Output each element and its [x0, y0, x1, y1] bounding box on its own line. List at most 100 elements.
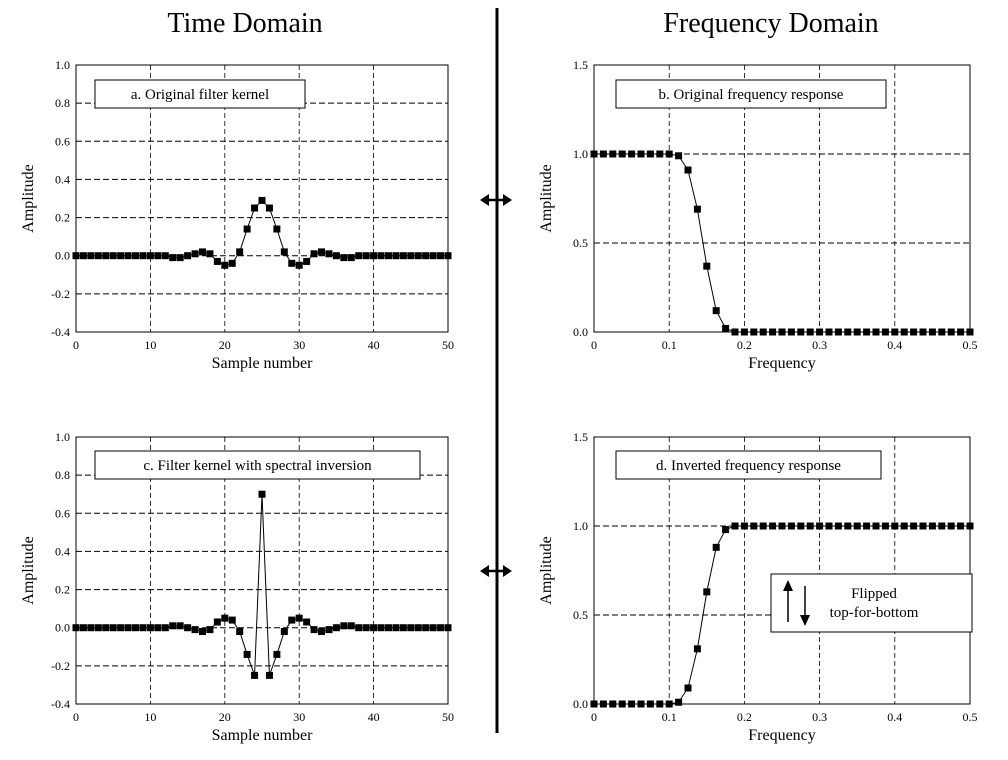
x-tick-label: 40	[368, 338, 380, 352]
data-point	[656, 700, 664, 708]
chart-d: 0 0.1 0.2 0.3 0.4 0.5 0.0 0.5 1.0 1.5 Frequency Amp…	[538, 430, 978, 744]
double-arrow-icon-bottom	[480, 565, 512, 577]
data-point	[139, 624, 147, 632]
chart-title-box	[615, 79, 887, 109]
data-point	[332, 624, 340, 632]
data-point	[399, 252, 407, 260]
data-point	[362, 252, 370, 260]
data-point	[759, 522, 767, 530]
data-point	[618, 700, 626, 708]
data-point	[377, 624, 385, 632]
y-tick-label: 1.0	[573, 519, 588, 533]
plot-frame	[75, 64, 449, 333]
data-point	[124, 624, 132, 632]
data-point	[928, 328, 936, 336]
data-point	[318, 628, 326, 636]
data-point	[966, 328, 974, 336]
data-point	[295, 261, 303, 269]
data-point	[806, 328, 814, 336]
data-point	[844, 328, 852, 336]
data-point	[665, 700, 673, 708]
data-point	[72, 252, 80, 260]
data-point	[154, 624, 162, 632]
data-point	[646, 150, 654, 158]
data-point	[273, 225, 281, 233]
data-point	[161, 252, 169, 260]
data-point	[243, 225, 251, 233]
data-point	[787, 328, 795, 336]
data-point	[722, 324, 730, 332]
x-tick-label: 0.2	[737, 710, 752, 724]
y-tick-label: 0.0	[55, 621, 70, 635]
data-point	[919, 328, 927, 336]
data-point	[675, 698, 683, 706]
y-tick-label: -0.2	[51, 659, 70, 673]
x-tick-label: 30	[293, 338, 305, 352]
data-point	[900, 328, 908, 336]
data-point	[414, 252, 422, 260]
data-point	[191, 626, 199, 634]
data-point	[258, 196, 266, 204]
frequency-domain-heading: Frequency Domain	[663, 8, 878, 39]
data-point	[684, 684, 692, 692]
data-point	[618, 150, 626, 158]
data-point	[881, 522, 889, 530]
data-point	[295, 614, 303, 622]
data-point	[228, 616, 236, 624]
data-point	[310, 250, 318, 258]
data-point	[325, 626, 333, 634]
data-point	[881, 328, 889, 336]
data-point	[429, 252, 437, 260]
data-point	[590, 150, 598, 158]
data-point	[132, 252, 140, 260]
chart-c: 0 10 20 30 40 50 -0.4 -0.2 0.0 0.2 0.4 0.6 0.8 1.0 Sam…	[20, 430, 454, 744]
y-tick-label: 0.2	[55, 211, 70, 225]
y-tick-label: 0.5	[573, 608, 588, 622]
data-point	[87, 624, 95, 632]
data-point	[303, 618, 311, 626]
y-axis-label: Amplitude	[20, 536, 37, 604]
data-point	[392, 624, 400, 632]
data-point	[834, 328, 842, 336]
data-point	[816, 328, 824, 336]
data-point	[778, 328, 786, 336]
data-point	[370, 252, 378, 260]
data-point	[184, 252, 192, 260]
data-point	[437, 252, 445, 260]
x-tick-label: 0	[73, 338, 79, 352]
data-point	[265, 671, 273, 679]
data-point	[891, 522, 899, 530]
time-domain-heading: Time Domain	[167, 8, 322, 39]
data-point	[191, 250, 199, 258]
data-point	[703, 588, 711, 596]
data-point	[94, 624, 102, 632]
data-point	[213, 618, 221, 626]
y-tick-label: -0.4	[51, 697, 70, 711]
data-point	[347, 622, 355, 630]
y-tick-label: 1.5	[573, 430, 588, 444]
data-point	[966, 522, 974, 530]
y-tick-label: 1.0	[573, 147, 588, 161]
data-point	[325, 250, 333, 258]
data-point	[609, 150, 617, 158]
chart-title-box	[94, 79, 306, 109]
data-point	[778, 522, 786, 530]
down-arrow-icon	[800, 586, 810, 626]
x-tick-label: 0.1	[662, 338, 677, 352]
data-point	[853, 522, 861, 530]
data-point	[251, 671, 259, 679]
flip-annotation-box	[770, 573, 973, 633]
chart-title: d. Inverted frequency response	[656, 458, 841, 474]
chart-title-box	[94, 450, 421, 480]
data-point	[206, 626, 214, 634]
y-tick-label: 0.0	[573, 697, 588, 711]
data-point	[919, 522, 927, 530]
data-point	[816, 522, 824, 530]
data-point	[656, 150, 664, 158]
data-point	[414, 624, 422, 632]
flip-annotation-line2: top-for-bottom	[830, 605, 919, 621]
y-tick-label: 0.0	[573, 325, 588, 339]
data-point	[243, 650, 251, 658]
data-point	[853, 328, 861, 336]
flip-annotation: Flipped top-for-bottom	[770, 573, 973, 633]
